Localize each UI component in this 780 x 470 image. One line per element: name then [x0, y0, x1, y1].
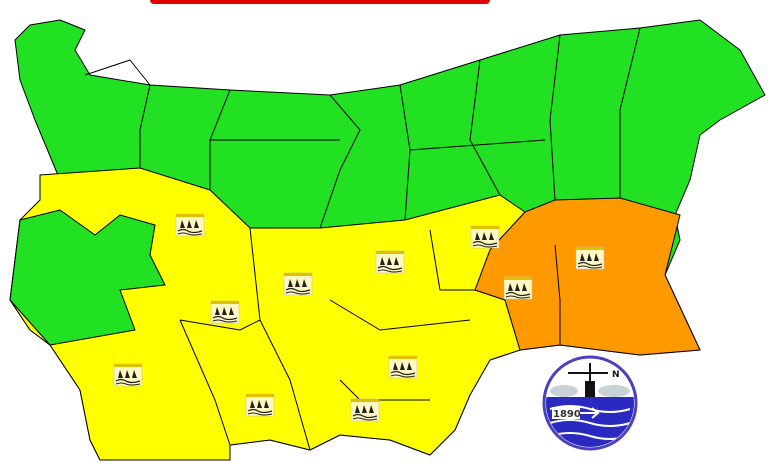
region-west-green[interactable]: [9, 209, 166, 346]
map-title-cropped: [150, 0, 490, 4]
rain-flood-icon: [350, 398, 380, 422]
rain-flood-icon: [388, 355, 418, 379]
rain-flood-icon: [283, 272, 313, 296]
logo-compass-letter: N: [612, 370, 620, 380]
rain-flood-icon: [575, 246, 605, 270]
region-southeast-orange[interactable]: [474, 197, 701, 356]
rain-flood-icon: [175, 213, 205, 237]
rain-flood-icon: [503, 276, 533, 300]
rain-flood-icon: [210, 300, 240, 324]
nimh-logo: N 1890: [542, 355, 638, 451]
rain-flood-icon: [375, 250, 405, 274]
rain-flood-icon: [245, 393, 275, 417]
rain-flood-icon: [470, 225, 500, 249]
district-borders: [84, 27, 641, 451]
logo-year: 1890: [553, 409, 581, 420]
rain-flood-icon: [113, 363, 143, 387]
